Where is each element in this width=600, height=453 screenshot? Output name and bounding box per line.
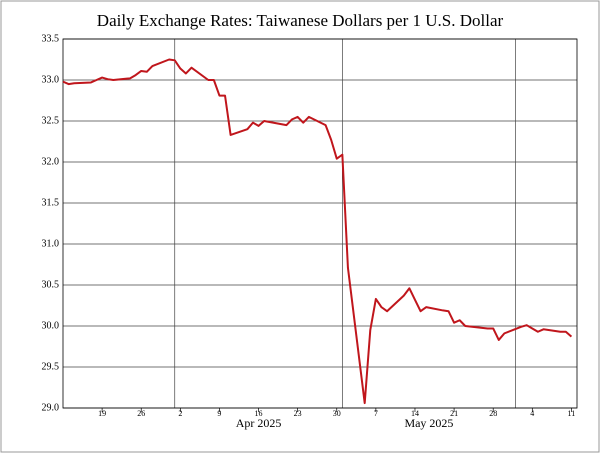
y-tick-label: 32.0	[42, 156, 60, 167]
x-tick-label: 26	[137, 409, 145, 418]
y-tick-label: 33.5	[42, 33, 60, 44]
x-tick-label: 7	[374, 409, 378, 418]
x-tick-label: 16	[255, 409, 263, 418]
x-tick-label: 11	[568, 409, 576, 418]
chart-title: Daily Exchange Rates: Taiwanese Dollars …	[97, 11, 504, 30]
x-tick-label: 4	[530, 409, 534, 418]
y-tick-label: 29.5	[42, 361, 60, 372]
y-tick-label: 30.5	[42, 279, 60, 290]
x-tick-label: 28	[489, 409, 497, 418]
x-month-label: May 2025	[404, 416, 453, 430]
y-tick-label: 31.0	[42, 238, 60, 249]
plot-border	[62, 38, 578, 409]
x-tick-label: 23	[294, 409, 302, 418]
x-tick-label: 2	[178, 409, 182, 418]
x-tick-label: 14	[411, 409, 419, 418]
y-tick-label: 30.0	[42, 320, 60, 331]
y-tick-label: 32.5	[42, 115, 60, 126]
y-tick-label: 31.5	[42, 197, 60, 208]
x-month-label: Apr 2025	[236, 416, 282, 430]
x-tick-label: 30	[333, 409, 341, 418]
x-tick-label: 9	[217, 409, 221, 418]
x-tick-label: 19	[98, 409, 106, 418]
y-tick-label: 29.0	[42, 402, 60, 413]
data-line	[62, 58, 573, 405]
x-tick-label: 21	[450, 409, 458, 418]
y-tick-label: 33.0	[42, 74, 60, 85]
